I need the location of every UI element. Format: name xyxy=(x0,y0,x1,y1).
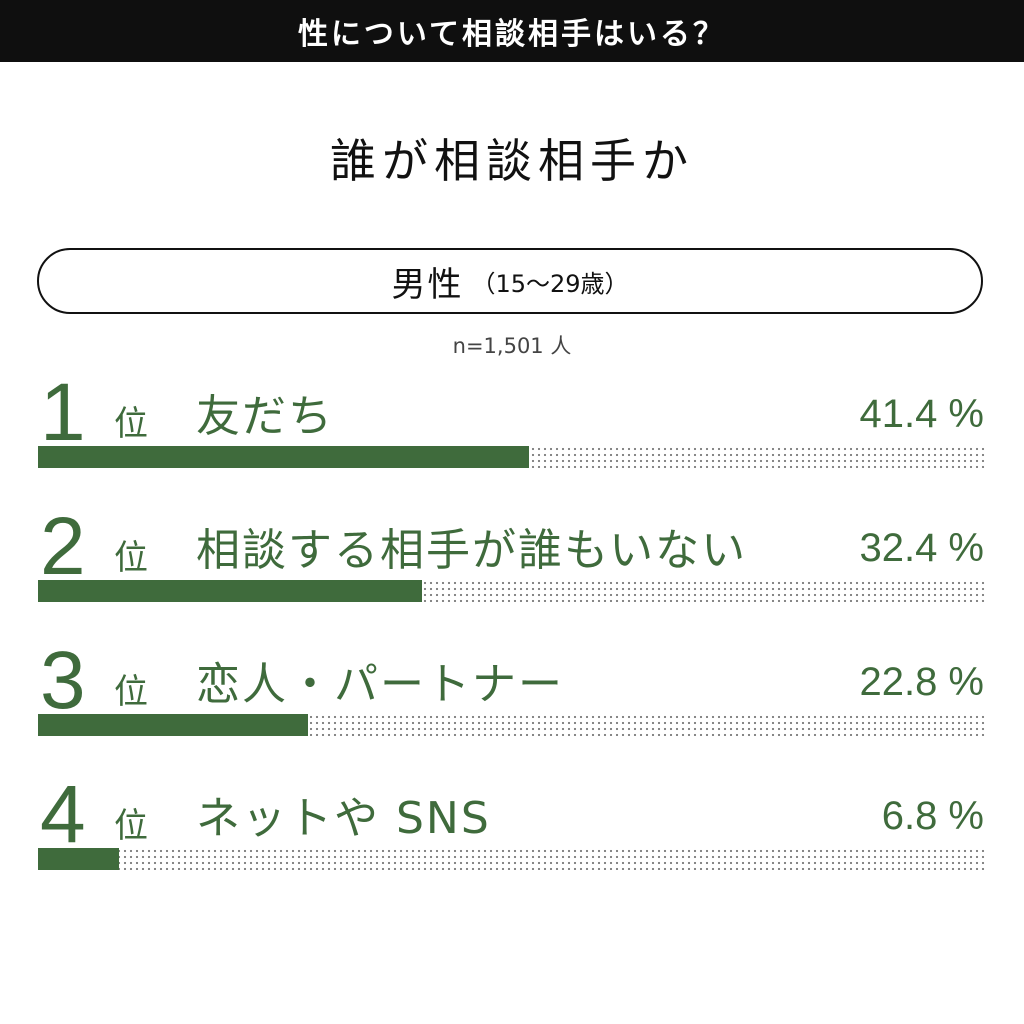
bar-track xyxy=(38,714,986,736)
category-label: 友だち xyxy=(196,391,334,442)
rank-row-4: 4 位ネットや SNS 6.8 % xyxy=(0,774,1024,894)
bar xyxy=(38,580,422,602)
bar-track xyxy=(38,580,986,602)
value-label: 41.4 % xyxy=(859,392,984,436)
rank-number: 2 xyxy=(40,501,86,592)
group-label: 男性 xyxy=(391,264,464,305)
bar xyxy=(38,848,119,870)
rank-number: 3 xyxy=(40,635,86,726)
age-range: （15〜29歳） xyxy=(471,269,629,298)
rank-suffix: 位 xyxy=(114,672,148,712)
bar-track xyxy=(38,446,986,468)
header-bar: 性について相談相手はいる？ xyxy=(0,0,1024,62)
bar xyxy=(38,446,529,468)
rank-number: 1 xyxy=(40,367,86,458)
value-label: 22.8 % xyxy=(859,660,984,704)
category-label: ネットや SNS xyxy=(196,793,491,844)
category-label: 恋人・パートナー xyxy=(196,659,564,710)
value-label: 32.4 % xyxy=(859,526,984,570)
value-label: 6.8 % xyxy=(881,794,984,838)
category-label: 相談する相手が誰もいない xyxy=(196,525,748,576)
rank-row-2: 2 位相談する相手が誰もいない 32.4 % xyxy=(0,506,1024,626)
rank-suffix: 位 xyxy=(114,538,148,578)
rank-row-1: 1 位友だち 41.4 % xyxy=(0,372,1024,492)
chart-subtitle: 誰が相談相手か xyxy=(330,134,694,188)
rank-number: 4 xyxy=(40,769,86,860)
page-title: 性について相談相手はいる？ xyxy=(297,17,727,52)
group-label-pill: 男性 （15〜29歳） xyxy=(37,248,983,314)
sample-size: n=1,501 人 xyxy=(452,334,572,358)
bar xyxy=(38,714,308,736)
bar-track xyxy=(38,848,986,870)
rank-row-3: 3 位恋人・パートナー 22.8 % xyxy=(0,640,1024,760)
rank-suffix: 位 xyxy=(114,806,148,846)
rank-suffix: 位 xyxy=(114,404,148,444)
